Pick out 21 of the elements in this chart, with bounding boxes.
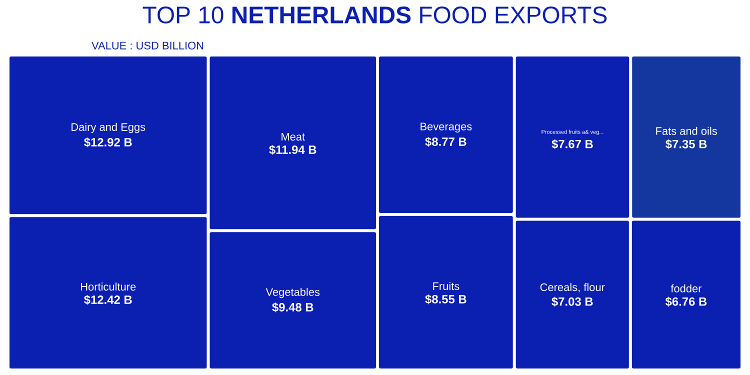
data-label: $12.42 B	[84, 294, 132, 305]
category-label: Cereals, flour	[540, 283, 605, 292]
data-label: $7.03 B	[552, 296, 593, 307]
data-label: $11.94 B	[269, 144, 316, 155]
data-label: $12.92 B	[84, 137, 132, 148]
data-label: $7.35 B	[666, 139, 707, 150]
data-label: $8.77 B	[425, 136, 466, 147]
category-label: Vegetables	[266, 288, 320, 298]
category-label: Beverages	[420, 122, 472, 133]
data-label: $7.67 B	[552, 139, 593, 150]
data-label: $8.55 B	[425, 294, 466, 304]
category-label: fodder	[670, 284, 702, 292]
data-label: $9.48 B	[272, 302, 314, 312]
category-label: Fats and oils	[656, 126, 717, 135]
text: TOP 10 NETHERLANDS FOOD EXPORTS	[142, 6, 607, 24]
data-label: $6.76 B	[665, 296, 707, 307]
category-label: Fruits	[433, 282, 460, 290]
category-label: Meat	[282, 132, 305, 141]
text: VALUE : USD BILLION	[92, 42, 204, 50]
category-label: Dairy and Eggs	[72, 122, 146, 134]
category-label: Horticulture	[81, 282, 136, 291]
